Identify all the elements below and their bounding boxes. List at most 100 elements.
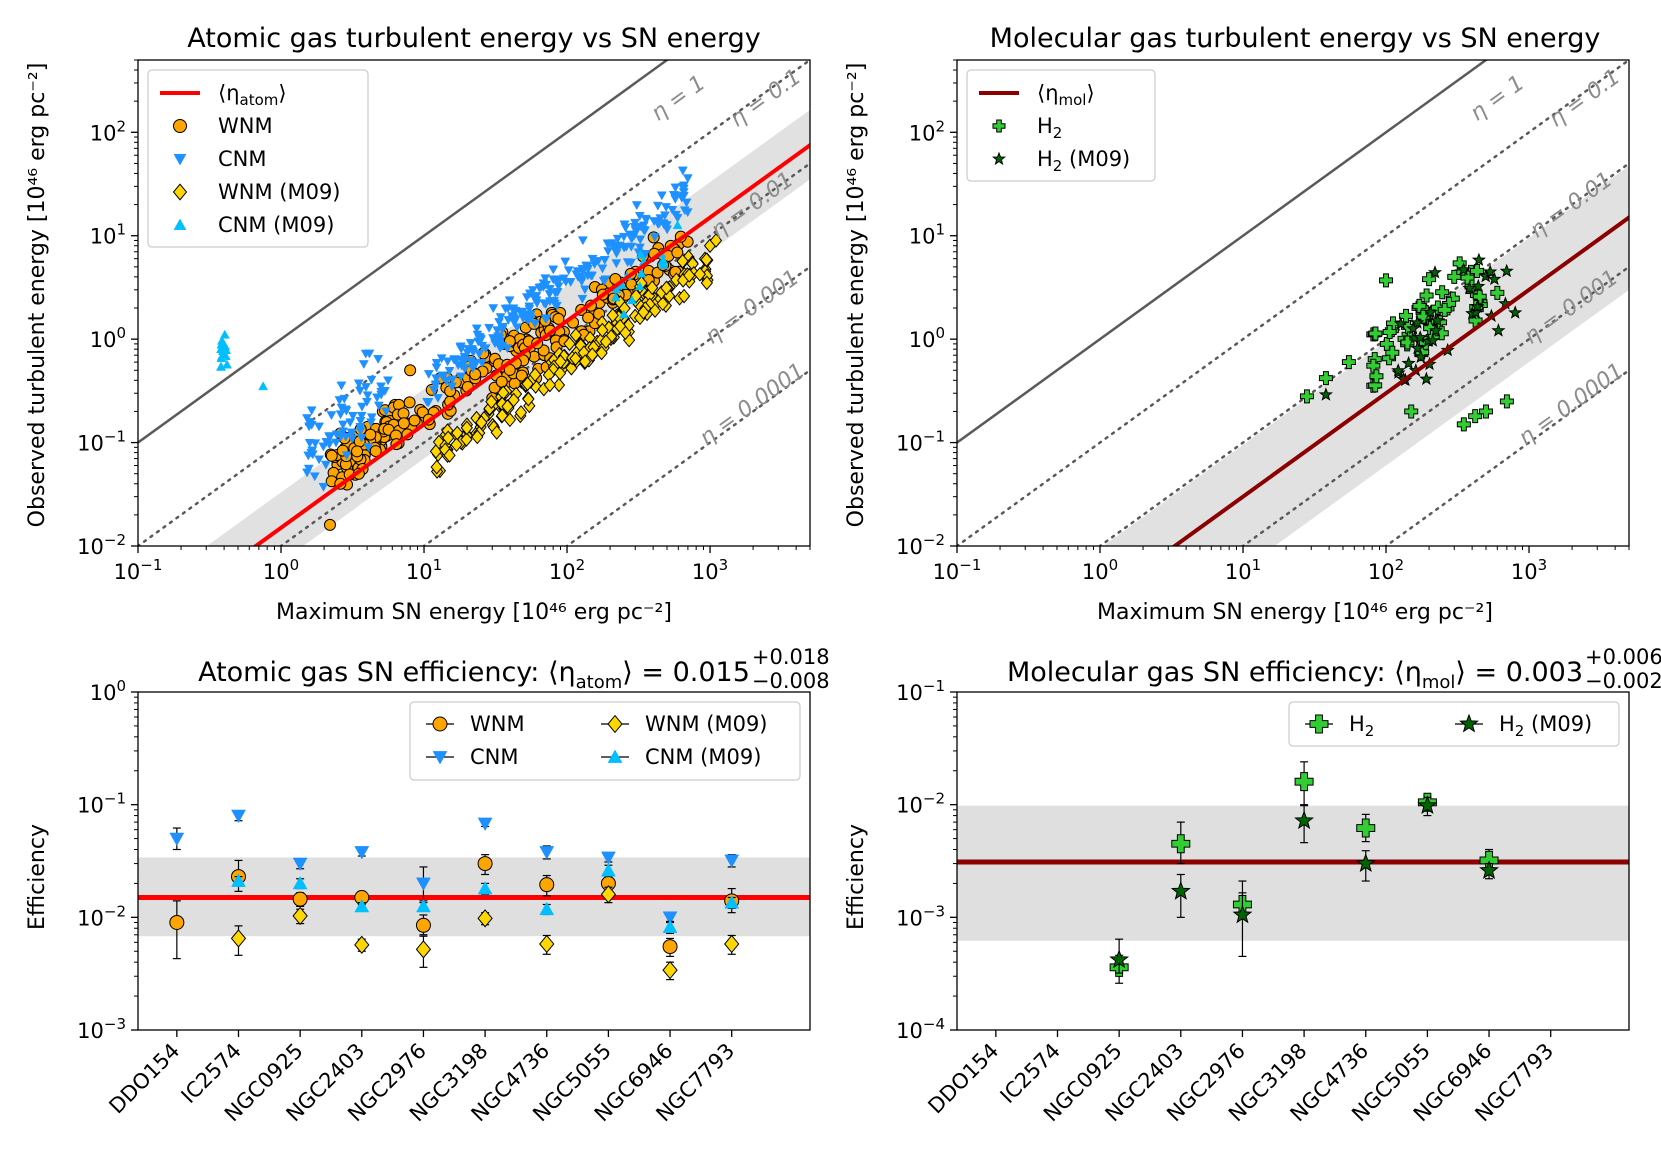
panel3-ylabel: Efficiency	[25, 824, 50, 930]
point-cnm	[353, 379, 364, 389]
point-cnm	[358, 360, 369, 370]
marker-wnm	[169, 914, 185, 930]
panel-molecular-efficiency: Molecular gas SN efficiency: ⟨ηmol⟩ = 0.…	[844, 645, 1661, 1126]
point-h2	[1399, 308, 1414, 323]
legend-swatch-h2	[1309, 714, 1329, 734]
point-h209	[1470, 299, 1485, 313]
marker-cnm09	[354, 898, 370, 913]
legend-swatch-h209	[1459, 713, 1479, 733]
marker-cnm	[539, 846, 555, 860]
legend-label-h209: H2 (M09)	[1037, 147, 1130, 175]
point-h209	[1401, 355, 1416, 370]
point-cnm	[356, 433, 367, 443]
point-cnm	[467, 359, 478, 369]
point-h209	[1413, 330, 1428, 344]
point-cnm	[303, 451, 314, 461]
point-cnm	[649, 233, 660, 243]
point-cnm	[373, 401, 384, 411]
legend-swatch-wnm	[173, 119, 187, 133]
point-cnm	[366, 418, 376, 428]
point-cnm	[577, 294, 588, 304]
marker-wnm09	[600, 885, 617, 904]
point-wnm	[404, 364, 417, 377]
legend-label-h2: H2	[1037, 114, 1062, 142]
point-cnm	[670, 183, 681, 193]
y-tick-label: 10−1	[896, 428, 945, 456]
point-wnm09	[490, 425, 503, 440]
point-cnm	[603, 247, 614, 257]
point-cnm	[314, 455, 325, 465]
legend-swatch-cnm	[432, 751, 448, 765]
marker-h209	[1170, 880, 1191, 900]
point-cnm	[465, 339, 476, 348]
marker-h209	[1109, 949, 1130, 969]
legend-label-cnm09: CNM (M09)	[218, 213, 334, 237]
point-wnm09	[648, 303, 662, 319]
y-tick-label: 10−2	[896, 790, 945, 818]
point-cnm	[304, 439, 315, 448]
marker-wnm09	[292, 906, 308, 926]
point-cnm	[500, 304, 511, 314]
marker-cnm	[662, 911, 678, 925]
panel4-title-sub: mol	[1422, 672, 1456, 693]
legend-label-h2: H2	[1349, 712, 1374, 740]
point-cnm	[580, 285, 590, 295]
x-tick-label: 102	[1368, 556, 1404, 584]
point-h209	[1456, 262, 1471, 276]
panel3-title-sub2: −0.008	[752, 669, 830, 693]
point-cnm	[347, 434, 358, 444]
point-wnm09	[700, 275, 714, 291]
point-cnm	[604, 239, 615, 249]
point-cnm	[444, 366, 455, 376]
point-h2	[1341, 355, 1356, 370]
y-tick-label: 10−1	[896, 677, 945, 705]
point-cnm	[488, 304, 499, 314]
point-cnm	[634, 211, 645, 221]
point-cnm	[379, 387, 390, 396]
point-cnm	[577, 236, 588, 246]
point-cnm	[634, 243, 645, 253]
point-wnm09	[430, 459, 443, 475]
legend-swatch-h2	[992, 119, 1006, 133]
marker-wnm09	[724, 934, 740, 954]
legend-label-h209: H2 (M09)	[1499, 712, 1592, 740]
legend-frame	[966, 69, 1156, 182]
point-cnm	[677, 166, 688, 176]
point-wnm09	[522, 391, 535, 407]
point-cnm	[512, 323, 523, 333]
point-cnm	[436, 354, 447, 364]
x-tick-label: 101	[406, 556, 442, 584]
point-cnm	[502, 344, 513, 354]
point-cnm09	[627, 295, 637, 305]
point-wnm09	[460, 432, 473, 447]
point-cnm09	[635, 249, 646, 259]
point-cnm	[676, 193, 687, 203]
point-cnm	[381, 407, 392, 417]
point-wnm	[403, 396, 416, 409]
point-cnm	[576, 277, 587, 287]
point-cnm	[544, 285, 555, 294]
point-h2	[1456, 417, 1471, 432]
panel4-title: Molecular gas SN efficiency: ⟨ηmol⟩ = 0.…	[1007, 657, 1583, 693]
marker-cnm09	[416, 898, 431, 913]
point-cnm09	[258, 381, 269, 391]
eta-label-4: η = 0.0001	[695, 358, 810, 451]
point-cnm	[433, 394, 443, 403]
point-cnm	[309, 472, 320, 482]
point-cnm	[355, 426, 366, 436]
point-cnm	[656, 191, 667, 201]
eta-line-2	[1097, 161, 1629, 546]
point-cnm	[548, 265, 559, 275]
point-wnm	[325, 449, 338, 462]
point-cnm	[612, 242, 623, 252]
legend-frame	[147, 69, 369, 248]
point-cnm09	[219, 329, 230, 339]
x-tick-label: 102	[549, 556, 585, 584]
marker-cnm	[477, 817, 493, 832]
point-h209	[1391, 363, 1406, 377]
marker-wnm09	[415, 940, 432, 959]
legend-swatch-wnm09	[607, 714, 623, 734]
panel3-title-sub: atom	[576, 672, 623, 693]
point-wnm09	[501, 399, 514, 414]
point-h209	[1471, 278, 1486, 293]
